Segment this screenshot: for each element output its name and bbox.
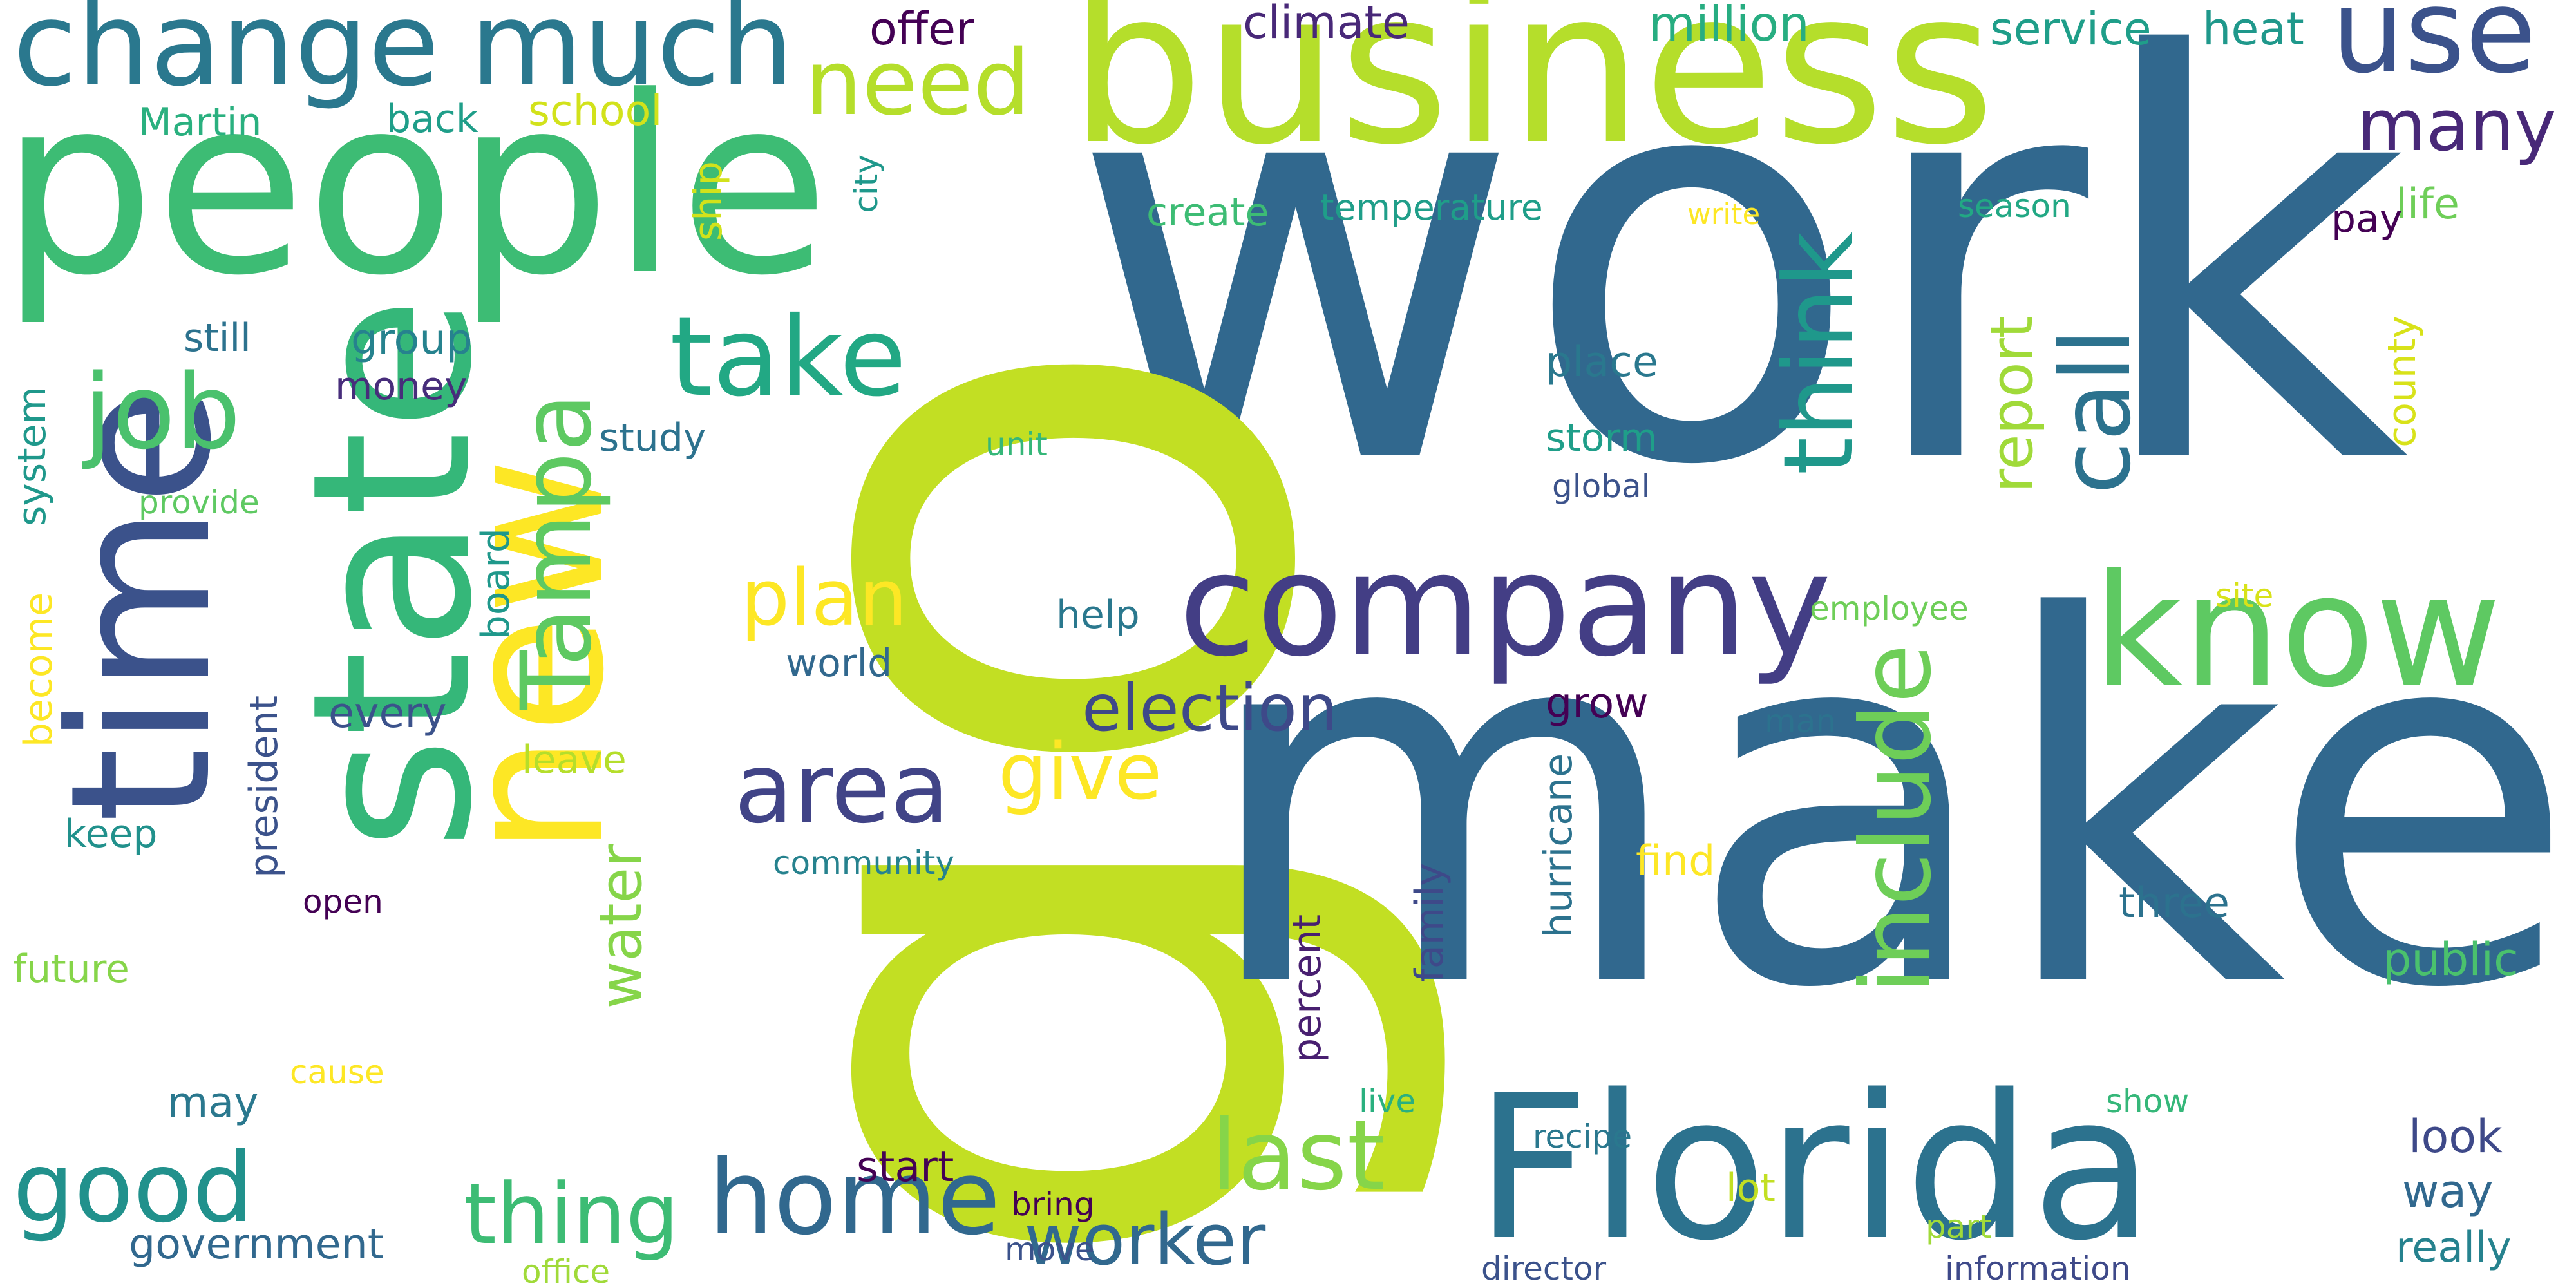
word-recipe: recipe <box>1533 1118 1633 1155</box>
word-make: make <box>1198 513 2576 1097</box>
word-work: work <box>1069 0 2410 586</box>
word-man: man <box>1765 703 1837 740</box>
word-change: change <box>13 0 440 112</box>
word-million: million <box>1649 0 1810 52</box>
word-leave: leave <box>522 737 627 782</box>
word-company: company <box>1179 523 1832 688</box>
word-every: every <box>328 689 447 737</box>
word-heat: heat <box>2202 3 2304 55</box>
word-really: really <box>2396 1224 2512 1272</box>
word-cause: cause <box>290 1054 384 1091</box>
word-look: look <box>2409 1110 2503 1163</box>
word-give: give <box>998 728 1162 817</box>
word-unit: unit <box>985 426 1048 463</box>
word-employee: employee <box>1810 590 1969 627</box>
word-climate: climate <box>1243 0 1410 49</box>
word-use: use <box>2331 0 2537 99</box>
word-worker: worker <box>1024 1198 1266 1281</box>
word-part: part <box>1926 1208 1992 1245</box>
word-keep: keep <box>64 811 158 857</box>
word-system: system <box>10 386 55 526</box>
word-find: find <box>1636 837 1716 886</box>
word-last: last <box>1211 1100 1385 1212</box>
word-area: area <box>734 733 950 845</box>
word-create: create <box>1146 190 1269 235</box>
word-home: home <box>708 1137 1001 1258</box>
word-good: good <box>13 1132 254 1244</box>
word-much: much <box>470 0 794 112</box>
word-provide: provide <box>138 484 260 521</box>
word-business: business <box>1069 0 1996 191</box>
word-information: information <box>1945 1250 2131 1287</box>
word-water: water <box>587 844 655 1009</box>
word-know: know <box>2093 541 2502 721</box>
word-grow: grow <box>1546 679 1649 728</box>
word-school: school <box>528 87 663 135</box>
word-study: study <box>599 415 706 460</box>
word-help: help <box>1056 592 1140 638</box>
word-director: director <box>1481 1250 1607 1287</box>
word-hurricane: hurricane <box>1536 753 1581 938</box>
word-city: city <box>848 155 885 213</box>
word-still: still <box>184 316 251 361</box>
word-office: office <box>522 1253 611 1288</box>
word-take: take <box>670 294 907 421</box>
word-government: government <box>129 1220 384 1269</box>
word-include: include <box>1841 644 1953 994</box>
word-people: people <box>0 44 830 329</box>
word-florida: Florida <box>1475 1052 2154 1285</box>
word-three: three <box>2119 879 2230 927</box>
word-family: family <box>1407 863 1452 983</box>
word-service: service <box>1990 3 2152 55</box>
word-storm: storm <box>1546 415 1658 460</box>
word-offer: offer <box>869 3 974 55</box>
word-martin: Martin <box>138 100 262 145</box>
word-report: report <box>1978 316 2046 493</box>
word-plan: plan <box>741 554 908 643</box>
word-back: back <box>386 97 478 142</box>
word-ship: ship <box>686 161 731 242</box>
word-live: live <box>1359 1083 1416 1120</box>
word-think: think <box>1763 232 1875 475</box>
word-move: move <box>1005 1231 1095 1268</box>
word-write: write <box>1687 197 1761 231</box>
word-open: open <box>303 883 383 920</box>
word-board: board <box>473 528 518 640</box>
word-money: money <box>335 364 468 409</box>
word-lot: lot <box>1726 1166 1776 1211</box>
word-become: become <box>16 592 61 748</box>
word-future: future <box>13 947 129 992</box>
word-thing: thing <box>464 1165 679 1263</box>
word-show: show <box>2106 1083 2190 1120</box>
word-job: job <box>84 352 241 472</box>
word-may: may <box>167 1079 259 1127</box>
word-temperature: temperature <box>1320 187 1543 228</box>
word-public: public <box>2383 933 2519 986</box>
word-world: world <box>786 641 893 686</box>
word-president: president <box>242 696 287 878</box>
word-call: call <box>2040 328 2152 495</box>
word-way: way <box>2402 1165 2494 1218</box>
word-county: county <box>2380 316 2425 448</box>
word-start: start <box>857 1143 954 1191</box>
word-election: election <box>1082 670 1338 746</box>
word-season: season <box>1958 187 2071 225</box>
word-tampa: Tampa <box>501 393 613 710</box>
word-global: global <box>1552 468 1651 505</box>
word-site: site <box>2215 577 2274 614</box>
word-group: group <box>351 316 473 364</box>
word-life: life <box>2396 180 2459 229</box>
word-percent: percent <box>1285 914 1330 1063</box>
word-bring: bring <box>1011 1186 1095 1223</box>
word-pay: pay <box>2331 196 2403 242</box>
word-community: community <box>773 844 954 882</box>
word-need: need <box>805 31 1030 136</box>
word-place: place <box>1546 338 1658 386</box>
word-many: many <box>2357 84 2557 167</box>
